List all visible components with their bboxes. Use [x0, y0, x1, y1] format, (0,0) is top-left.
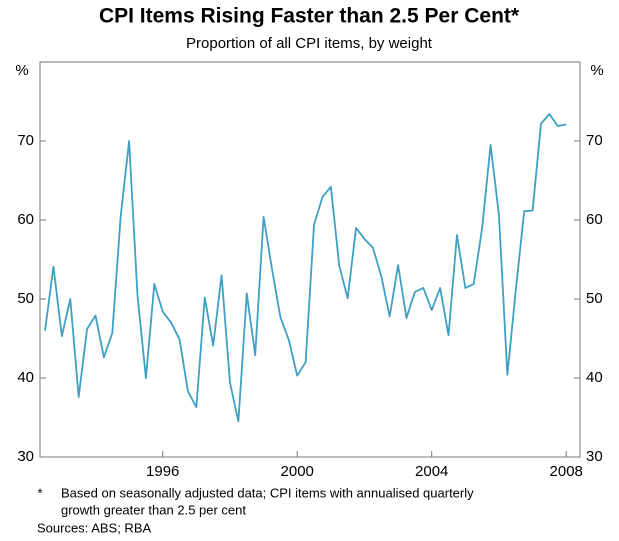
y2-tick-label: 50	[586, 290, 603, 307]
chart-subtitle: Proportion of all CPI items, by weight	[186, 35, 433, 52]
y-tick-label: 30	[17, 448, 34, 465]
y-tick-label: 40	[17, 369, 34, 386]
x-tick-label: 2008	[550, 463, 583, 480]
y2-unit: %	[590, 62, 603, 79]
y2-tick-label: 40	[586, 369, 603, 386]
x-tick-label: 1996	[146, 463, 179, 480]
y-tick-label: 70	[17, 132, 34, 149]
footnote: growth greater than 2.5 per cent	[61, 502, 246, 517]
y2-tick-label: 70	[586, 132, 603, 149]
y2-tick-label: 60	[586, 211, 603, 228]
x-tick-label: 2000	[281, 463, 314, 480]
footnote-marker: *	[37, 485, 42, 500]
y-tick-label: 60	[17, 211, 34, 228]
y-tick-label: 50	[17, 290, 34, 307]
x-tick-label: 2004	[415, 463, 448, 480]
sources: Sources: ABS; RBA	[37, 520, 151, 535]
chart-title: CPI Items Rising Faster than 2.5 Per Cen…	[99, 5, 520, 28]
y2-tick-label: 30	[586, 448, 603, 465]
y-unit: %	[15, 62, 28, 79]
plot-frame	[39, 61, 581, 458]
line	[44, 113, 567, 423]
footnote: Based on seasonally adjusted data; CPI i…	[61, 485, 474, 500]
